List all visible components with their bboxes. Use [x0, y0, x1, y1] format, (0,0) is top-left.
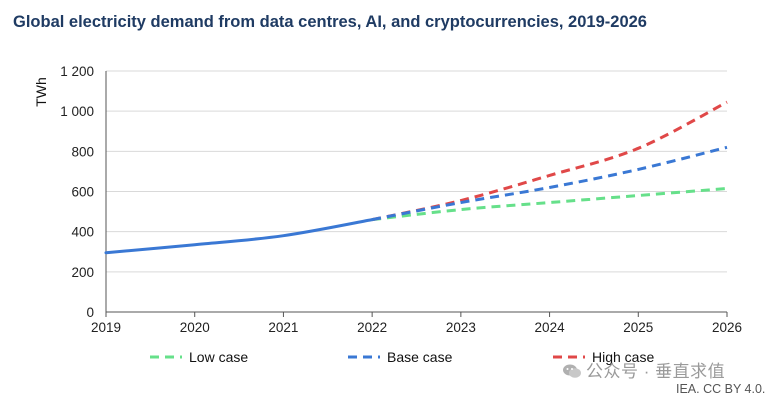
tick-labels: 0 200 400 600 800 1 000 1 200 2019 2020 2021 2022 2… [60, 64, 742, 335]
y-tick-label: 400 [71, 225, 94, 240]
y-tick-label: 800 [71, 144, 94, 159]
chart-title: Global electricity demand from data cent… [13, 13, 647, 31]
x-tick-label: 2022 [357, 320, 387, 335]
y-tick-label: 0 [86, 305, 94, 320]
x-tick-label: 2024 [535, 320, 566, 335]
source-note: IEA. CC BY 4.0. [676, 382, 766, 396]
legend-label-low: Low case [189, 349, 248, 365]
legend-label-base: Base case [387, 349, 453, 365]
y-tick-label: 1 000 [60, 104, 94, 119]
watermark: 公众号 · 垂直求值 [562, 357, 725, 382]
x-tick-label: 2023 [446, 320, 476, 335]
axes [105, 71, 728, 317]
legend: Low case Base case High case [150, 349, 654, 365]
y-tick-label: 200 [71, 265, 94, 280]
series-line-base [371, 145, 728, 222]
legend-label-high: High case [592, 349, 654, 365]
wechat-icon [563, 364, 581, 378]
grid-lines [106, 70, 727, 273]
legend-item-base: Base case [348, 349, 453, 365]
series-line-historical [104, 218, 374, 255]
watermark-text: 公众号 · 垂直求值 [586, 362, 726, 381]
y-tick-label: 600 [71, 185, 94, 200]
series-line-low [371, 186, 728, 222]
series-lines [104, 100, 728, 255]
y-tick-label: 1 200 [60, 64, 94, 79]
y-axis-label: TWh [33, 77, 49, 107]
legend-item-low: Low case [150, 349, 248, 365]
x-tick-label: 2025 [623, 320, 653, 335]
legend-item-high: High case [553, 349, 654, 365]
x-tick-label: 2021 [268, 320, 298, 335]
x-tick-label: 2019 [91, 320, 121, 335]
x-tick-label: 2020 [180, 320, 210, 335]
x-tick-label: 2026 [712, 320, 742, 335]
